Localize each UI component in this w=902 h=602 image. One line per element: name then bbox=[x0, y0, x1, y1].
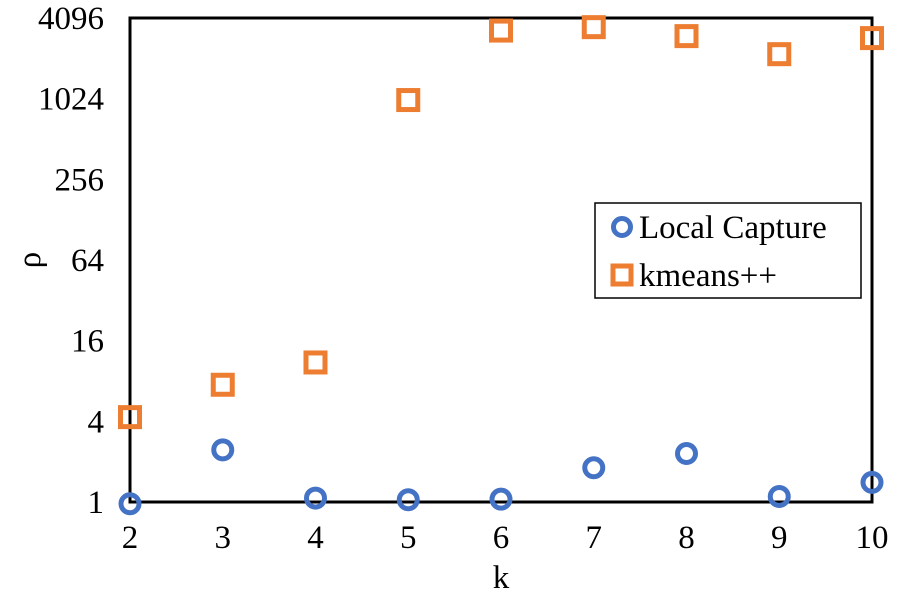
local-capture-point-k9 bbox=[767, 484, 791, 508]
legend-box bbox=[594, 202, 862, 299]
x-tick-label: 5 bbox=[400, 520, 417, 556]
kmeans-point-k10 bbox=[860, 26, 884, 51]
x-tick-label: 9 bbox=[771, 520, 788, 556]
local-capture-point-k8 bbox=[675, 442, 698, 466]
legend-marker-kmeans bbox=[610, 263, 634, 287]
x-tick-labels: 2 3 4 5 6 7 8 9 10 bbox=[122, 520, 889, 556]
legend: Local Capture kmeans++ bbox=[594, 202, 862, 299]
kmeans-point-k8 bbox=[674, 24, 699, 49]
local-capture-point-k7 bbox=[582, 456, 606, 480]
plot-area bbox=[128, 16, 874, 504]
y-tick-label: 4096 bbox=[38, 1, 104, 37]
x-tick-label: 3 bbox=[215, 520, 232, 556]
local-capture-point-k4 bbox=[304, 486, 327, 510]
kmeans-point-k4 bbox=[303, 350, 328, 375]
y-axis-label: ρ bbox=[12, 252, 48, 268]
x-tick-label: 2 bbox=[122, 520, 139, 556]
x-tick-label: 6 bbox=[493, 520, 510, 556]
local-capture-point-k5 bbox=[396, 488, 420, 512]
legend-label-local-capture: Local Capture bbox=[639, 210, 827, 246]
x-tick-label: 7 bbox=[586, 520, 603, 556]
local-capture-point-k3 bbox=[211, 438, 235, 462]
y-tick-label: 1024 bbox=[38, 82, 104, 118]
local-capture-point-k2 bbox=[118, 492, 142, 516]
y-tick-label: 64 bbox=[71, 243, 104, 279]
y-tick-label: 16 bbox=[71, 324, 104, 360]
x-tick-label: 10 bbox=[856, 520, 889, 556]
kmeans-point-k3 bbox=[210, 372, 235, 397]
kmeans-point-k2 bbox=[118, 405, 142, 430]
kmeans-point-k9 bbox=[767, 42, 792, 67]
kmeans-point-k5 bbox=[396, 88, 421, 113]
data-points bbox=[118, 15, 884, 516]
x-axis-label: k bbox=[493, 560, 510, 596]
y-tick-label: 256 bbox=[55, 162, 105, 198]
local-capture-point-k10 bbox=[860, 470, 884, 494]
kmeans-point-k6 bbox=[489, 18, 513, 43]
kmeans-point-k7 bbox=[581, 15, 606, 40]
y-tick-label: 4 bbox=[88, 404, 105, 440]
y-tick-label: 1 bbox=[88, 485, 105, 521]
x-tick-label: 8 bbox=[678, 520, 695, 556]
x-tick-label: 4 bbox=[307, 520, 324, 556]
local-capture-point-k6 bbox=[489, 487, 513, 511]
legend-label-kmeans: kmeans++ bbox=[639, 258, 777, 294]
legend-marker-local-capture bbox=[611, 216, 633, 238]
y-tick-labels: 1 4 16 64 256 1024 4096 bbox=[38, 1, 104, 521]
